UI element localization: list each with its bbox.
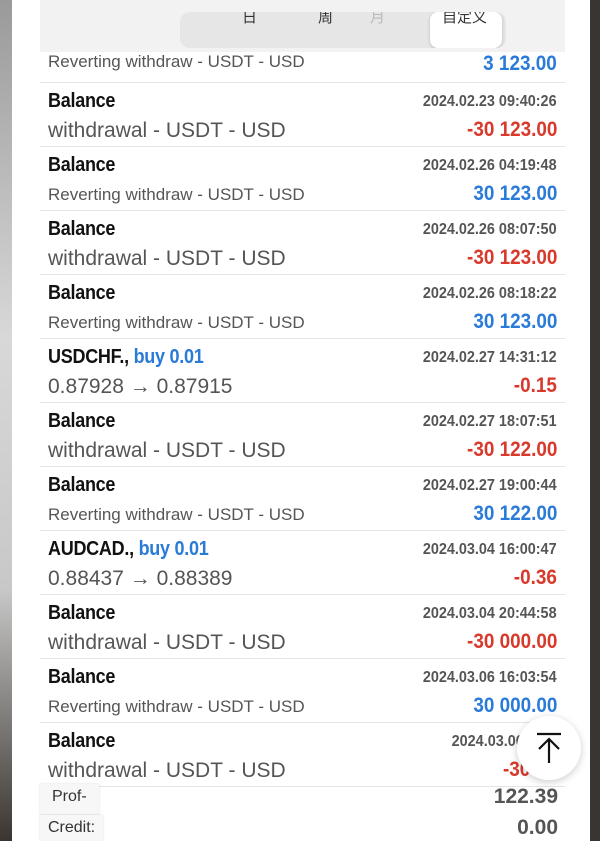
list-item[interactable]: Balance 2024.02.27 18:07:51 withdrawal -… <box>40 403 565 467</box>
item-amount: -0.36 <box>513 566 557 589</box>
item-action: buy 0.01 <box>138 538 209 560</box>
item-subtitle: Reverting withdraw - USDT - USD <box>48 697 305 716</box>
item-symbol: Balance <box>48 666 116 688</box>
item-subtitle: withdrawal - USDT - USD <box>48 439 286 462</box>
item-title: Balance <box>48 602 115 625</box>
scroll-to-top-button[interactable] <box>517 716 581 780</box>
tab-month[interactable]: 月 <box>370 12 386 26</box>
item-amount: 30 000.00 <box>472 694 557 717</box>
period-tabs-bar: 日 周 月 自定义 <box>40 0 565 52</box>
item-amount: -30 123.00 <box>466 118 557 141</box>
tab-day[interactable]: 日 <box>242 12 258 26</box>
item-date: 2024.03.06 16:03:54 <box>423 669 557 686</box>
item-subtitle: Reverting withdraw - USDT - USD <box>48 185 305 204</box>
item-subtitle: withdrawal - USDT - USD <box>48 759 286 782</box>
item-symbol: Balance <box>48 154 116 176</box>
profit-value: 122.39 <box>493 785 558 808</box>
item-subtitle: Reverting withdraw - USDT - USD <box>48 505 305 524</box>
history-panel <box>12 0 590 841</box>
item-symbol: Balance <box>48 90 116 112</box>
item-symbol: Balance <box>48 218 116 240</box>
item-subtitle: withdrawal - USDT - USD <box>48 119 286 142</box>
list-item[interactable]: Balance 2024.02.23 09:40:26 withdrawal -… <box>40 83 565 147</box>
item-date: 2024.02.26 04:19:48 <box>423 157 557 174</box>
item-amount: -30 123.00 <box>466 246 557 269</box>
list-item[interactable]: Balance 2024.02.26 08:07:50 withdrawal -… <box>40 211 565 275</box>
item-date: 2024.02.26 08:18:22 <box>423 285 557 302</box>
item-date: 2024.02.26 08:07:50 <box>423 221 557 238</box>
list-item[interactable]: AUDCAD., buy 0.01 2024.03.04 16:00:47 0.… <box>40 531 565 595</box>
item-date: 2024.02.23 09:40:26 <box>423 93 557 110</box>
item-subtitle: 0.88437 → 0.88389 <box>48 567 233 590</box>
item-subtitle: Reverting withdraw - USDT - USD <box>48 52 305 71</box>
list-item[interactable]: USDCHF., buy 0.01 2024.02.27 14:31:12 0.… <box>40 339 565 403</box>
item-title: Balance <box>48 282 115 305</box>
item-title: Balance <box>48 730 115 753</box>
tab-week[interactable]: 周 <box>318 12 334 26</box>
item-symbol: Balance <box>48 282 116 304</box>
arrow-up-to-top-icon <box>537 732 561 763</box>
item-date: 2024.02.27 19:00:44 <box>423 477 557 494</box>
tab-custom[interactable]: 自定义 <box>442 12 488 26</box>
item-symbol: Balance <box>48 730 116 752</box>
item-symbol: Balance <box>48 474 116 496</box>
list-item[interactable]: Balance 2024.03.04 20:44:58 withdrawal -… <box>40 595 565 659</box>
list-item[interactable]: Balance 2024.02.26 08:18:22 Reverting wi… <box>40 275 565 339</box>
item-symbol: USDCHF., <box>48 346 129 368</box>
item-subtitle: 0.87928 → 0.87915 <box>48 375 233 398</box>
item-action: buy 0.01 <box>133 346 204 368</box>
list-item[interactable]: Balance 2024.03.06 16:03:54 Reverting wi… <box>40 659 565 723</box>
item-date: 2024.02.27 18:07:51 <box>423 413 557 430</box>
item-amount: 30 123.00 <box>472 310 557 333</box>
item-amount: 3 123.00 <box>483 52 557 75</box>
item-date: 2024.03.04 20:44:58 <box>423 605 557 622</box>
item-amount: -30 122.00 <box>466 438 557 461</box>
item-title: Balance <box>48 90 115 113</box>
list-item[interactable]: Balance 2024.02.27 19:00:44 Reverting wi… <box>40 467 565 531</box>
list-item[interactable]: Reverting withdraw - USDT - USD 3 123.00 <box>40 52 565 83</box>
item-title: USDCHF., buy 0.01 <box>48 346 204 369</box>
list-item[interactable]: Balance 2024.02.26 04:19:48 Reverting wi… <box>40 147 565 211</box>
item-subtitle: withdrawal - USDT - USD <box>48 247 286 270</box>
item-amount: 30 122.00 <box>472 502 557 525</box>
background <box>0 0 12 841</box>
item-title: Balance <box>48 474 115 497</box>
item-symbol: AUDCAD., <box>48 538 134 560</box>
item-symbol: Balance <box>48 410 116 432</box>
credit-label: Credit: <box>40 815 104 841</box>
item-subtitle: Reverting withdraw - USDT - USD <box>48 313 305 332</box>
item-amount: 30 123.00 <box>472 182 557 205</box>
item-date: 2024.03.04 16:00:47 <box>423 541 557 558</box>
item-title: AUDCAD., buy 0.01 <box>48 538 209 561</box>
item-title: Balance <box>48 410 115 433</box>
item-symbol: Balance <box>48 602 116 624</box>
credit-value: 0.00 <box>517 816 558 839</box>
history-list: Reverting withdraw - USDT - USD 3 123.00… <box>40 52 565 787</box>
item-title: Balance <box>48 666 115 689</box>
profit-label: Prof- <box>40 784 99 814</box>
period-segmented-control: 日 周 月 自定义 <box>180 12 506 48</box>
item-subtitle: withdrawal - USDT - USD <box>48 631 286 654</box>
item-title: Balance <box>48 218 115 241</box>
item-title: Balance <box>48 154 115 177</box>
item-amount: -30 000.00 <box>466 630 557 653</box>
list-item[interactable]: Balance 2024.03.06 16:0 withdrawal - USD… <box>40 723 565 787</box>
item-amount: -0.15 <box>513 374 557 397</box>
tab-selected-bg <box>430 12 502 48</box>
item-date: 2024.02.27 14:31:12 <box>423 349 557 366</box>
